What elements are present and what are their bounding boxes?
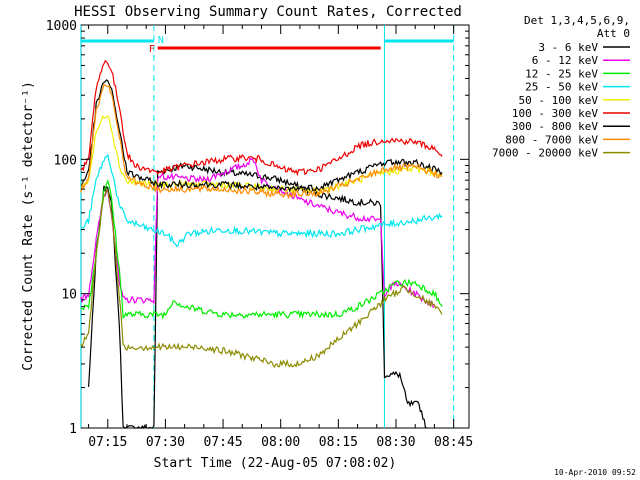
flag-label-F: F	[149, 44, 155, 55]
x-tick-label-0730: 07:30	[146, 435, 185, 450]
x-tick-label-0715: 07:15	[88, 435, 127, 450]
legend-label-2: 12 - 25 keV	[525, 67, 598, 80]
series-line-1	[80, 157, 435, 309]
legend-label-6: 300 - 800 keV	[512, 120, 598, 133]
flag-bars: NF	[80, 35, 454, 55]
y-axis: 1 10 100 1000	[46, 19, 469, 437]
y-tick-label-10: 10	[61, 288, 77, 303]
legend-label-0: 3 - 6 keV	[538, 41, 598, 54]
x-axis-label: Start Time (22-Aug-05 07:08:02)	[154, 456, 397, 471]
x-tick-label-0800: 08:00	[261, 435, 300, 450]
series-line-8	[80, 188, 443, 369]
x-axis: 07:15 07:30 07:45 08:00 08:15 08:30 08:45	[88, 25, 473, 450]
x-tick-label-0845: 08:45	[434, 435, 473, 450]
x-tick-label-0745: 07:45	[203, 435, 242, 450]
legend-label-1: 6 - 12 keV	[532, 54, 599, 67]
series-line-7	[80, 83, 443, 200]
flag-label-N: N	[158, 35, 164, 46]
legend-label-7: 800 - 7000 keV	[505, 133, 598, 146]
legend-label-8: 7000 - 20000 keV	[492, 147, 598, 160]
series-lines	[80, 60, 443, 430]
legend-label-5: 100 - 300 keV	[512, 107, 598, 120]
legend-label-4: 50 - 100 keV	[519, 94, 599, 107]
legend-header-line-1: Det 1,3,4,5,6,9,	[524, 14, 630, 27]
series-line-5	[80, 60, 443, 177]
series-line-2	[80, 179, 443, 321]
chart-title: HESSI Observing Summary Count Rates, Cor…	[74, 4, 462, 20]
legend-label-3: 25 - 50 keV	[525, 81, 598, 94]
x-tick-label-0815: 08:15	[319, 435, 358, 450]
series-line-0	[88, 162, 428, 430]
timestamp-label: 10-Apr-2010 09:52	[554, 468, 636, 477]
y-tick-label-1000: 1000	[46, 19, 77, 34]
series-line-3	[80, 153, 443, 248]
series-line-4	[80, 114, 443, 196]
y-tick-label-1: 1	[69, 422, 77, 437]
x-tick-label-0830: 08:30	[376, 435, 415, 450]
series-line-6	[80, 79, 443, 193]
y-tick-label-100: 100	[54, 153, 77, 168]
legend-header-line-2: Att 0	[597, 27, 630, 40]
y-axis-label: Corrected Count Rate (s⁻¹ detector⁻¹)	[21, 81, 36, 371]
